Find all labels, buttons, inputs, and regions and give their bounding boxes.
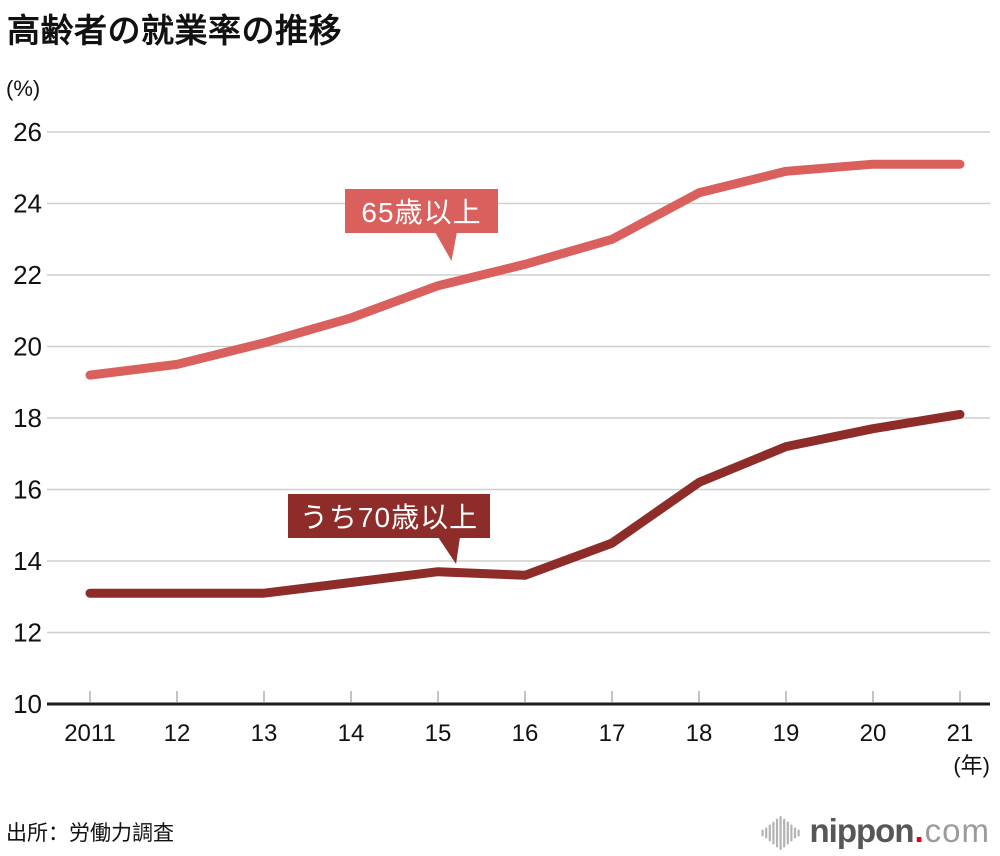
source-note: 出所：労働力調査 (6, 822, 174, 845)
series-callout-70-label: うち70歳以上 (299, 502, 479, 533)
soundwave-bar (764, 827, 767, 839)
series-line-65-and-over (85, 159, 965, 380)
y-tick-label: 18 (13, 403, 42, 433)
soundwave-bar (761, 829, 764, 837)
y-tick-label: 10 (13, 689, 42, 719)
logo-text-nippon: nippon (809, 812, 915, 849)
x-axis-unit-label: (年) (953, 753, 990, 778)
x-tick-label: 19 (773, 720, 800, 747)
y-tick-label: 14 (13, 546, 42, 576)
soundwave-icon (761, 816, 800, 850)
y-axis-unit-label: (%) (6, 76, 41, 101)
soundwave-bar (779, 816, 782, 850)
chart-title: 高齢者の就業率の推移 (7, 12, 342, 49)
soundwave-bar (771, 821, 775, 845)
y-tick-label: 24 (13, 189, 42, 219)
x-tick-label: 2011 (64, 720, 116, 747)
x-tick-label: 12 (164, 720, 191, 747)
soundwave-bar (786, 821, 789, 845)
series-callout-65-and-over: 65歳以上 (345, 189, 498, 261)
series-line-70-and-over (85, 409, 965, 598)
y-tick-label: 16 (13, 475, 42, 505)
nippon-logo: nippon . com (761, 808, 990, 854)
x-tick-label: 20 (860, 720, 887, 747)
y-tick-label: 22 (13, 260, 42, 290)
x-tick-label: 14 (338, 720, 365, 747)
x-tick-label: 13 (251, 720, 278, 747)
soundwave-bar (793, 827, 796, 839)
series-callout-70-and-over: うち70歳以上 (288, 494, 490, 564)
x-tick-label: 16 (512, 720, 539, 747)
y-tick-label: 20 (13, 332, 42, 362)
x-tick-label: 21 (947, 720, 974, 747)
x-tick-label: 18 (686, 720, 713, 747)
y-tick-label: 12 (13, 618, 42, 648)
series-callout-65-label: 65歳以上 (361, 197, 482, 228)
x-tick-label: 15 (425, 720, 452, 747)
soundwave-bar (782, 818, 785, 848)
soundwave-bar (789, 824, 793, 842)
x-tick-label: 17 (599, 720, 626, 747)
logo-dot: . (914, 812, 924, 849)
soundwave-bar (775, 818, 778, 848)
soundwave-bar (797, 829, 800, 837)
logo-text-com: com (924, 812, 990, 849)
y-tick-label: 26 (13, 117, 42, 147)
soundwave-bar (768, 824, 771, 842)
